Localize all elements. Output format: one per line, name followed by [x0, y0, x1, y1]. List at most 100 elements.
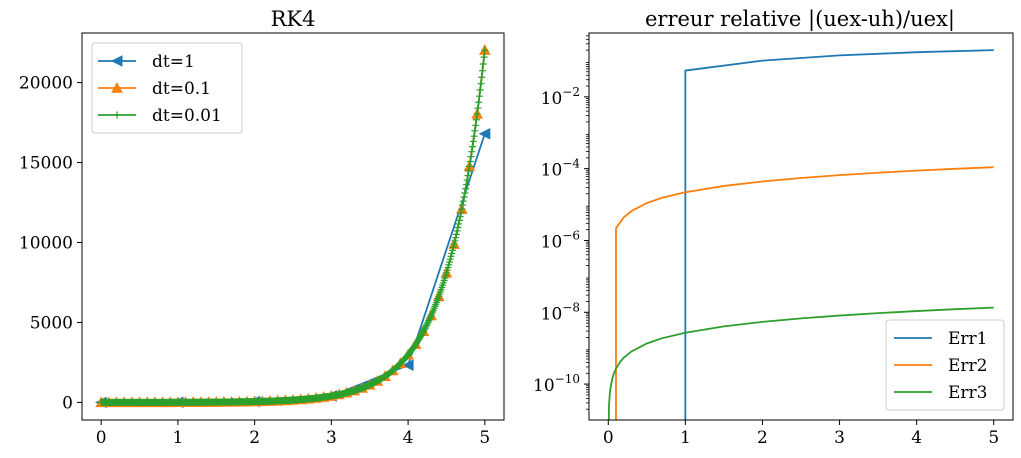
y-tick-label: 10−10 — [533, 372, 580, 396]
legend-marker — [111, 81, 123, 93]
point-dt=0.01 — [451, 237, 459, 245]
x-tick-label: 4 — [403, 428, 414, 448]
point-dt=0.01 — [479, 60, 487, 68]
point-dt=0.01 — [465, 167, 473, 175]
point-dt=0.01 — [455, 220, 463, 228]
x-tick-label: 3 — [326, 428, 337, 448]
rk4-y-ticks: 0 5000 10000 15000 20000 — [19, 74, 82, 413]
point-dt=0.01 — [456, 213, 464, 221]
y-tick-label: 15000 — [19, 154, 73, 174]
x-tick-label: 5 — [479, 428, 490, 448]
point-dt=0.01 — [459, 201, 467, 209]
point-dt=0.01 — [426, 313, 434, 321]
y-tick-label: 10−6 — [541, 228, 580, 252]
legend-box — [91, 42, 243, 134]
rk4-axes-frame — [81, 32, 505, 421]
legend-label: dt=0.01 — [152, 106, 222, 126]
rk4-x-ticks: 0 1 2 3 4 5 — [96, 420, 490, 448]
point-dt=0.01 — [462, 180, 470, 188]
error-legend: Err1 Err2 Err3 — [885, 319, 1005, 411]
point-dt=0.01 — [462, 185, 470, 193]
point-dt=0.01 — [464, 172, 472, 180]
point-dt=0.01 — [455, 216, 463, 224]
point-dt=0.01 — [424, 318, 432, 326]
legend-entry-Err3: Err3 — [894, 383, 987, 403]
point-dt=0.01 — [473, 110, 481, 118]
legend-marker — [110, 55, 123, 67]
rk4-legend: dt=1 dt=0.1 dt=0.01 — [91, 42, 243, 134]
legend-entry-dt=1: dt=1 — [98, 52, 195, 72]
point-dt=0.01 — [425, 317, 433, 325]
y-tick-label: 10−8 — [541, 300, 580, 324]
legend-entry-dt=0.1: dt=0.1 — [98, 79, 211, 99]
error-series-group — [607, 49, 994, 420]
x-tick-label: 2 — [249, 428, 260, 448]
point-dt=0.01 — [460, 193, 468, 201]
point-dt=0.01 — [475, 98, 483, 106]
x-tick-label: 2 — [757, 428, 768, 448]
point-dt=0.01 — [423, 320, 431, 328]
legend-entry-dt=0.01: dt=0.01 — [98, 106, 222, 126]
point-dt=0.01 — [468, 148, 476, 156]
legend-box — [885, 319, 1005, 411]
point-dt=0.01 — [452, 230, 460, 238]
x-tick-label: 4 — [911, 428, 922, 448]
point-dt=0.01 — [470, 132, 478, 140]
line-Err2 — [615, 166, 994, 420]
point-dt=0.01 — [420, 326, 428, 334]
error-axes-frame — [588, 32, 1014, 421]
legend-label: Err1 — [948, 329, 987, 349]
x-tick-label: 1 — [680, 428, 691, 448]
point-dt=0.01 — [454, 223, 462, 231]
x-tick-label: 1 — [172, 428, 183, 448]
rk4-chart: RK4 0 1 2 3 4 5 0 5000 10000 15000 20000 dt=1 dt=0… — [19, 7, 505, 448]
point-dt=0.01 — [469, 137, 477, 145]
chart-title-rk4: RK4 — [271, 7, 316, 31]
point-dt=0.01 — [457, 209, 465, 217]
point-dt=0.01 — [467, 153, 475, 161]
error-x-ticks: 0 1 2 3 4 5 — [603, 420, 999, 448]
legend-entry-Err2: Err2 — [894, 356, 987, 376]
point-dt=0.01 — [448, 249, 456, 257]
legend-marker — [113, 111, 121, 119]
rk4-series-group — [95, 44, 491, 409]
point-dt=0.01 — [480, 53, 488, 61]
line-Err3 — [607, 306, 994, 420]
point-dt=1 — [478, 127, 491, 140]
point-dt=0.01 — [472, 116, 480, 124]
y-tick-label: 0 — [62, 393, 73, 413]
point-dt=0.01 — [476, 86, 484, 94]
point-dt=0.01 — [459, 197, 467, 205]
point-dt=0.01 — [471, 127, 479, 135]
y-tick-label: 10000 — [19, 233, 73, 253]
point-dt=0.01 — [452, 234, 460, 242]
point-dt=0.01 — [449, 243, 457, 251]
point-dt=0.01 — [447, 252, 455, 260]
y-tick-label: 10−2 — [541, 85, 580, 109]
legend-entry-Err1: Err1 — [894, 329, 987, 349]
point-dt=0.01 — [474, 104, 482, 112]
point-dt=0.01 — [458, 205, 466, 213]
point-dt=0.01 — [479, 67, 487, 75]
point-dt=0.01 — [422, 323, 430, 331]
legend-label: dt=1 — [152, 52, 195, 72]
point-dt=0.01 — [465, 162, 473, 170]
point-dt=1 — [401, 359, 414, 371]
x-tick-label: 3 — [834, 428, 845, 448]
point-dt=0.01 — [475, 92, 483, 100]
point-dt=0.01 — [461, 189, 469, 197]
chart-title-error: erreur relative |(uex-uh)/uex| — [645, 7, 955, 32]
point-dt=0.01 — [477, 80, 485, 88]
x-tick-label: 0 — [603, 428, 614, 448]
line-Err1 — [684, 49, 994, 420]
error-y-ticks: 10−10 10−8 10−6 10−4 10−2 — [533, 35, 589, 410]
x-tick-label: 0 — [96, 428, 107, 448]
point-dt=0.01 — [469, 143, 477, 151]
error-chart: erreur relative |(uex-uh)/uex| 0 1 2 3 4 5 10… — [533, 7, 1014, 448]
y-tick-label: 20000 — [19, 74, 73, 94]
x-tick-label: 5 — [988, 428, 999, 448]
point-dt=0.01 — [453, 227, 461, 235]
point-dt=0.01 — [478, 73, 486, 81]
point-dt=0.01 — [463, 176, 471, 184]
